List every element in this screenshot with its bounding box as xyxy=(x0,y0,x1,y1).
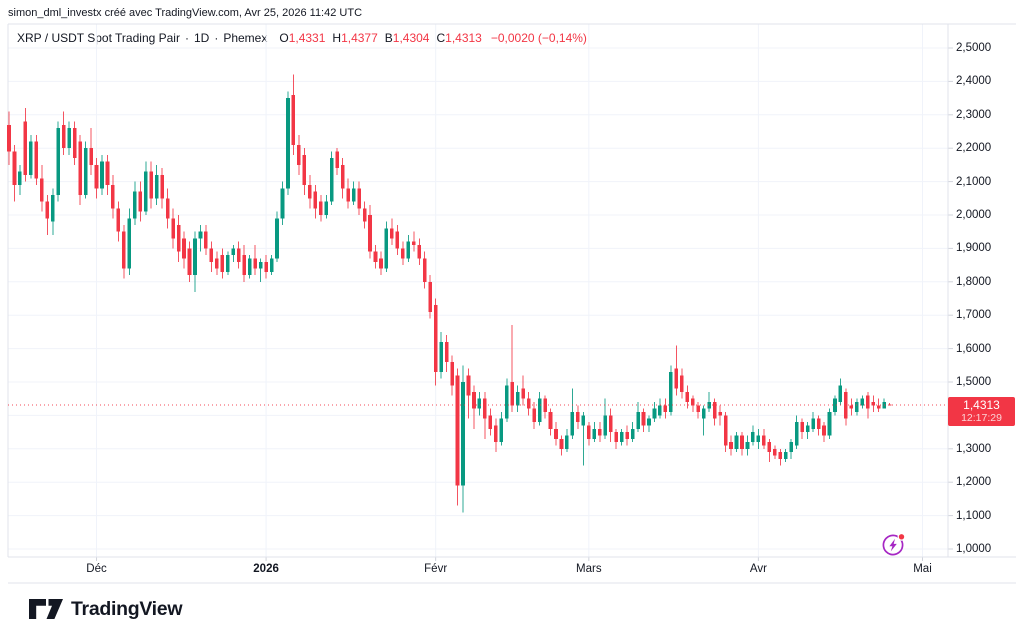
change-value: −0,0020 (−0,14%) xyxy=(490,31,587,45)
interval-label: 1D xyxy=(193,31,210,45)
flash-icon xyxy=(882,532,906,556)
exchange-label: Phemex xyxy=(223,31,268,45)
price-tick-label: 2,1000 xyxy=(956,175,992,188)
open-value: O1,4331 xyxy=(279,31,326,45)
time-tick-label: Déc xyxy=(86,563,107,575)
symbol-legend: XRP / USDT Spot Trading Pair · 1D · Phem… xyxy=(17,31,587,45)
price-tick-label: 1,7000 xyxy=(956,309,992,322)
current-price-label: 1,4313 12:17:29 xyxy=(948,397,1015,426)
bar-countdown: 12:17:29 xyxy=(961,412,1002,424)
price-tick-label: 2,5000 xyxy=(956,42,992,54)
flash-boost-button[interactable] xyxy=(880,532,906,558)
ohlc-values: O1,4331 H1,4377 B1,4304 C1,4313 xyxy=(279,31,489,45)
price-tick-label: 2,3000 xyxy=(956,108,992,121)
time-tick-label: Avr xyxy=(749,563,767,575)
time-tick-label: Mars xyxy=(576,563,602,575)
price-tick-label: 1,9000 xyxy=(956,242,992,255)
high-value: H1,4377 xyxy=(332,31,378,45)
price-tick-label: 1,0000 xyxy=(956,543,992,555)
price-tick-label: 1,1000 xyxy=(956,509,992,522)
price-tick-label: 1,5000 xyxy=(956,376,992,388)
price-tick-label: 2,2000 xyxy=(956,142,992,155)
legend-separator: · xyxy=(184,31,189,45)
price-tick-label: 1,6000 xyxy=(956,342,992,355)
tradingview-logo[interactable]: TradingView xyxy=(28,598,183,620)
current-price-value: 1,4313 xyxy=(963,398,1000,412)
attribution-text: simon_dml_investx créé avec TradingView.… xyxy=(8,7,363,19)
price-tick-label: 1,2000 xyxy=(956,476,992,489)
low-value: B1,4304 xyxy=(384,31,430,45)
price-tick-label: 2,4000 xyxy=(956,75,992,88)
price-tick-label: 1,3000 xyxy=(956,442,992,455)
tradingview-logo-text: TradingView xyxy=(71,598,183,620)
price-tick-label: 2,0000 xyxy=(956,209,992,221)
close-value: C1,4313 xyxy=(436,31,482,45)
legend-separator: · xyxy=(214,31,219,45)
time-tick-label: Mai xyxy=(913,563,932,575)
tradingview-logo-mark xyxy=(29,599,63,619)
time-tick-label: 2026 xyxy=(253,563,279,575)
time-tick-label: Févr xyxy=(424,563,448,575)
price-tick-label: 1,8000 xyxy=(956,275,992,288)
symbol-title: XRP / USDT Spot Trading Pair xyxy=(17,31,180,45)
